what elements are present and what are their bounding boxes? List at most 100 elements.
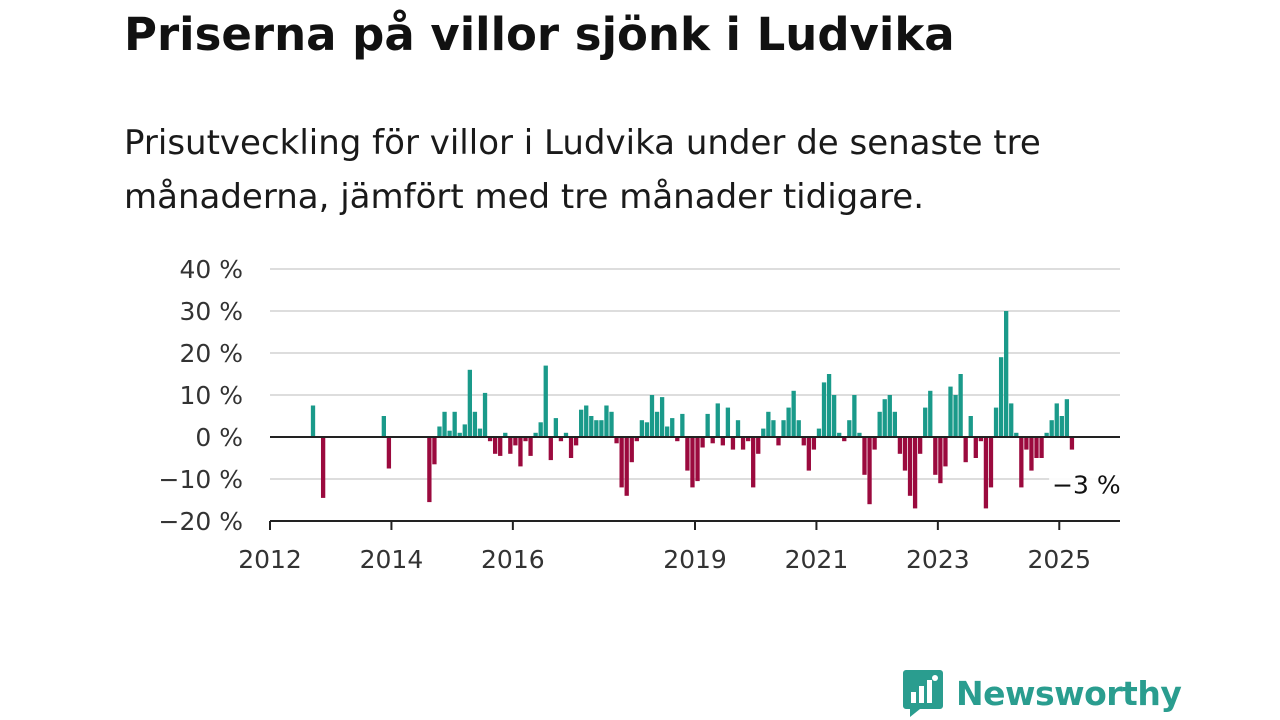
bar xyxy=(700,437,705,448)
bar xyxy=(533,432,538,437)
x-tick-label: 2016 xyxy=(481,545,545,574)
bar xyxy=(690,437,695,488)
bar xyxy=(1059,416,1064,437)
bar xyxy=(831,395,837,437)
bar xyxy=(988,437,994,488)
bar xyxy=(821,382,827,437)
y-tick-label: 0 % xyxy=(195,423,243,452)
bar xyxy=(604,405,609,437)
bar xyxy=(806,437,811,471)
x-tick-label: 2014 xyxy=(360,545,424,574)
bar xyxy=(447,430,452,437)
bar xyxy=(553,418,559,437)
bar xyxy=(781,420,786,437)
bar xyxy=(902,437,908,471)
annotation: −3 % xyxy=(1049,467,1122,500)
bar xyxy=(492,437,498,454)
bar xyxy=(1004,311,1009,437)
bar xyxy=(928,390,933,437)
bar xyxy=(1024,437,1029,450)
bar xyxy=(978,437,984,442)
bar xyxy=(1039,437,1044,458)
bar xyxy=(983,437,989,509)
bar xyxy=(786,407,791,437)
bar xyxy=(852,395,857,437)
bar xyxy=(837,432,842,437)
bar xyxy=(1069,437,1075,450)
bar xyxy=(968,416,973,437)
bar xyxy=(998,357,1004,437)
latest-value-label: −3 % xyxy=(1052,471,1121,500)
x-tick-labels: 2012 2014 2016 2019 2021 2023 2025 xyxy=(238,545,1091,574)
bar xyxy=(563,432,569,437)
bar xyxy=(801,437,806,446)
annotation-bg xyxy=(1049,467,1122,500)
bar xyxy=(487,437,493,442)
x-tick-label: 2025 xyxy=(1027,545,1091,574)
bar xyxy=(993,407,999,437)
y-tick-label: −20 % xyxy=(159,507,243,536)
bar xyxy=(872,437,877,450)
bar xyxy=(523,437,528,442)
bar xyxy=(543,365,548,437)
bar xyxy=(867,437,872,505)
bar xyxy=(386,437,392,469)
bar xyxy=(938,437,943,484)
bar xyxy=(745,437,751,442)
bar xyxy=(548,437,553,461)
bar xyxy=(685,437,690,471)
bar xyxy=(1054,403,1059,437)
bar xyxy=(933,437,938,475)
bar xyxy=(1009,403,1014,437)
y-tick-label: 30 % xyxy=(179,297,243,326)
bar xyxy=(599,420,604,437)
bar xyxy=(705,413,710,437)
x-tick-label: 2012 xyxy=(238,545,302,574)
bar xyxy=(811,437,817,450)
bar xyxy=(498,437,503,456)
bar xyxy=(503,432,508,437)
bar xyxy=(644,422,650,437)
axes xyxy=(269,436,1120,530)
bar xyxy=(437,426,442,437)
bar xyxy=(538,422,543,437)
bar xyxy=(482,392,488,437)
bar xyxy=(594,420,599,437)
bar xyxy=(573,437,579,446)
bar xyxy=(917,437,923,454)
bar xyxy=(614,437,619,444)
bar xyxy=(584,405,589,437)
bar xyxy=(513,437,518,446)
y-tick-labels: −20 % −10 % 0 % 10 % 20 % 30 % 40 % xyxy=(159,255,243,536)
bar xyxy=(675,437,680,442)
bar xyxy=(518,437,523,467)
bar xyxy=(847,420,852,437)
bar xyxy=(826,374,832,437)
bar xyxy=(467,369,473,437)
bar-chart: −20 %−10 %0 %10 %20 %30 %40 % 2012 2014 20… xyxy=(159,255,1122,574)
bar xyxy=(1044,432,1049,437)
gridlines xyxy=(270,268,1120,480)
bar xyxy=(528,437,533,456)
bar xyxy=(897,437,903,454)
y-tick-label: 10 % xyxy=(179,381,243,410)
y-tick-label: −10 % xyxy=(159,465,243,494)
bar xyxy=(457,432,462,437)
bar xyxy=(1029,437,1034,471)
bar xyxy=(477,428,483,437)
bar xyxy=(624,437,629,496)
bar xyxy=(432,437,437,465)
bar xyxy=(776,437,781,446)
bar xyxy=(816,428,822,437)
bar xyxy=(634,437,639,442)
bar xyxy=(756,437,761,454)
bar xyxy=(619,437,624,488)
bar xyxy=(629,437,634,463)
bar xyxy=(320,437,326,498)
bar xyxy=(442,411,447,437)
bar xyxy=(730,437,736,450)
chart-title: Priserna på villor sjönk i Ludvika xyxy=(124,8,955,61)
bar xyxy=(751,437,756,488)
bar xyxy=(670,418,675,437)
bar xyxy=(958,374,963,437)
